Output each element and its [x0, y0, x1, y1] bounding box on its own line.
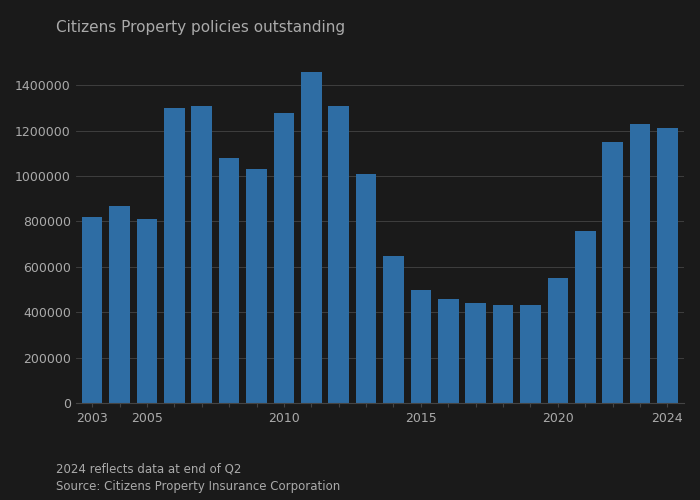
- Bar: [438, 298, 458, 403]
- Bar: [136, 219, 158, 403]
- Bar: [246, 170, 267, 403]
- Bar: [520, 306, 540, 403]
- Bar: [411, 290, 431, 403]
- Bar: [493, 306, 513, 403]
- Bar: [356, 174, 377, 403]
- Bar: [657, 128, 678, 403]
- Text: Citizens Property policies outstanding: Citizens Property policies outstanding: [56, 20, 345, 35]
- Bar: [192, 106, 212, 403]
- Bar: [328, 106, 349, 403]
- Bar: [603, 142, 623, 403]
- Bar: [82, 217, 102, 403]
- Bar: [547, 278, 568, 403]
- Bar: [575, 230, 596, 403]
- Bar: [109, 206, 130, 403]
- Text: 2024 reflects data at end of Q2: 2024 reflects data at end of Q2: [56, 462, 241, 475]
- Bar: [383, 256, 404, 403]
- Bar: [164, 108, 185, 403]
- Bar: [274, 112, 294, 403]
- Text: Source: Citizens Property Insurance Corporation: Source: Citizens Property Insurance Corp…: [56, 480, 340, 493]
- Bar: [301, 72, 321, 403]
- Bar: [466, 303, 486, 403]
- Bar: [219, 158, 239, 403]
- Bar: [630, 124, 650, 403]
